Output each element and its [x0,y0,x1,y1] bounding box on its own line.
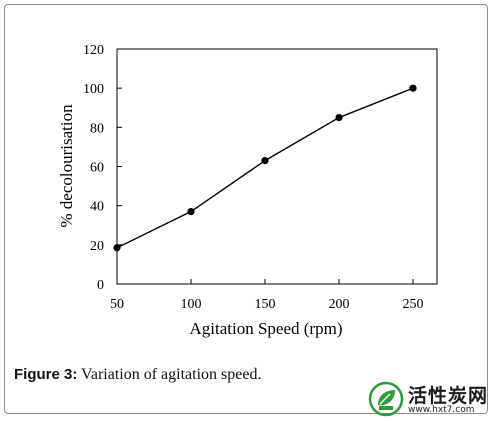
y-tick-label: 60 [90,161,104,176]
data-point [409,84,417,92]
x-tick-label: 150 [255,297,276,312]
x-tick-label: 200 [329,297,350,312]
figure-frame [4,4,488,414]
data-point [113,244,121,252]
caption-text: Variation of agitation speed. [77,366,262,383]
leaf-logo-icon [368,381,404,417]
x-axis-label: Agitation Speed (rpm) [190,319,343,338]
y-tick-label: 120 [83,43,104,58]
series-line [116,87,414,249]
y-axis: 0 20 40 60 80 100 120 [83,43,122,293]
y-tick-label: 0 [97,278,104,293]
data-point [187,207,195,216]
caption-lead: Figure 3: [14,366,78,383]
watermark-name: 活性炭网 [408,385,489,407]
watermark-url: www.hxt7.com [408,405,475,415]
y-axis-label: % decolourisation [57,104,76,228]
y-tick-label: 100 [83,82,104,97]
y-tick-label: 20 [90,239,104,254]
x-tick-label: 50 [110,297,124,312]
plot-area [116,48,438,285]
watermark: 活性炭网 www.hxt7.com [368,381,492,419]
x-tick-label: 100 [181,297,202,312]
data-point [335,113,343,122]
data-point [261,157,269,165]
figure-caption: Figure 3: Variation of agitation speed. [14,366,261,384]
x-tick-label: 250 [403,297,424,312]
y-tick-label: 40 [90,200,104,215]
y-tick-label: 80 [90,121,104,136]
data-series [113,84,417,252]
x-axis: 50 100 150 200 250 [110,279,424,312]
line-chart: 0 20 40 60 80 100 120 50 100 150 200 250 Agitation… [57,43,438,338]
